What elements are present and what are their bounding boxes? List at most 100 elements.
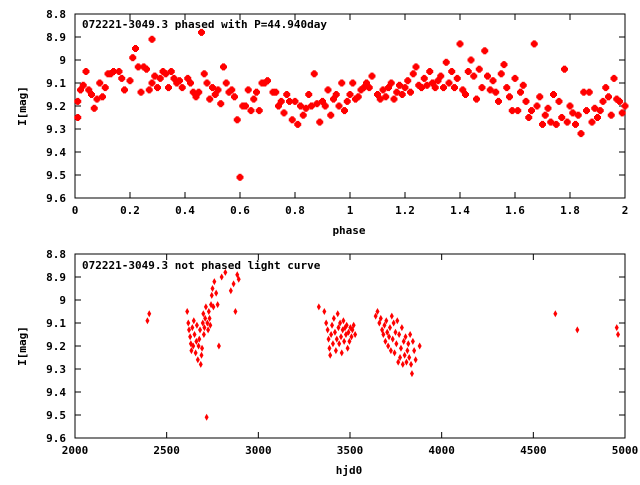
unphased-data-point — [408, 331, 413, 338]
phased-data-point — [404, 77, 412, 85]
unphased-data-point — [200, 319, 205, 327]
unphased-data-point — [375, 308, 380, 315]
phased-x-axis-label: phase — [332, 224, 365, 237]
unphased-data-point — [378, 314, 383, 322]
unphased-data-point — [331, 314, 336, 322]
phased-data-point — [398, 91, 406, 98]
unphased-data-point — [403, 333, 408, 341]
unphased-data-point — [391, 319, 396, 327]
phased-data-point — [137, 88, 145, 96]
phased-data-point — [283, 91, 291, 98]
unphased-x-tick-label: 5000 — [612, 444, 639, 457]
unphased-y-tick-label: 9.1 — [46, 317, 66, 330]
phased-x-tick-label: 1.4 — [450, 204, 470, 217]
unphased-data-point — [336, 324, 341, 332]
phased-data-point — [519, 81, 527, 89]
unphased-y-tick-label: 9 — [59, 294, 66, 307]
phased-data-point — [539, 120, 546, 128]
phased-data-point — [550, 91, 557, 98]
unphased-data-point — [345, 344, 350, 352]
unphased-data-point — [381, 331, 386, 338]
phased-data-point — [484, 72, 491, 80]
phased-data-point — [475, 65, 483, 73]
phased-data-point — [209, 84, 216, 92]
unphased-data-point — [199, 351, 204, 359]
phased-data-point — [247, 107, 255, 115]
phased-data-point — [261, 79, 269, 87]
phased-data-point — [74, 114, 82, 121]
phased-data-point — [126, 77, 134, 85]
unphased-data-point — [187, 326, 192, 334]
unphased-data-point — [407, 354, 412, 361]
phased-data-point — [242, 102, 249, 110]
unphased-data-point — [383, 337, 388, 345]
phased-data-point — [233, 116, 241, 124]
unphased-data-point — [223, 268, 228, 276]
unphased-data-point — [390, 335, 395, 343]
phased-data-point — [374, 91, 381, 98]
unphased-data-point — [198, 326, 203, 334]
phased-data-point — [90, 104, 98, 112]
phased-data-point — [217, 100, 225, 108]
phased-data-point — [415, 81, 423, 89]
phased-data-point — [187, 79, 194, 87]
phased-data-point — [154, 84, 161, 92]
unphased-data-point — [186, 319, 191, 327]
phased-data-point — [360, 84, 368, 92]
unphased-data-point — [203, 314, 208, 322]
phased-y-tick-label: 9.4 — [46, 146, 66, 159]
phased-data-point — [118, 74, 126, 82]
phased-data-point — [382, 93, 390, 101]
phased-data-point — [231, 93, 238, 101]
phased-data-point — [280, 109, 288, 117]
unphased-data-point — [206, 326, 211, 334]
phased-data-point — [489, 77, 497, 85]
unphased-data-point — [377, 319, 382, 327]
phased-data-point — [173, 79, 181, 87]
phased-data-point — [148, 35, 156, 43]
phased-data-point — [145, 86, 153, 94]
unphased-data-point — [398, 344, 403, 352]
phased-ticks: 0 0.2 0.4 0.6 0.8 1 1.2 1.4 1.6 1.8 2 8.8 8.9 9 9.1 9.2… — [46, 8, 628, 217]
unphased-data-point — [412, 347, 417, 355]
unphased-data-point — [195, 356, 200, 364]
unphased-data-point — [197, 335, 202, 343]
unphased-data-point — [402, 351, 407, 359]
phased-data-point — [574, 111, 582, 119]
phased-y-tick-label: 9.3 — [46, 123, 66, 136]
phased-data-point — [605, 93, 612, 101]
phased-data-point — [286, 97, 293, 105]
phased-data-point — [470, 72, 478, 80]
phased-data-point — [211, 91, 219, 98]
unphased-data-point — [409, 370, 414, 378]
unphased-y-tick-label: 9.2 — [46, 340, 66, 353]
unphased-data-point — [214, 289, 219, 297]
phased-data-point — [591, 104, 599, 112]
unphased-data-point — [193, 349, 198, 357]
phased-data-point — [167, 68, 175, 75]
phased-data-point — [214, 86, 222, 94]
phased-chart: 0 0.2 0.4 0.6 0.8 1 1.2 1.4 1.6 1.8 2 8.8 8.9 9 9.1 9.2… — [16, 8, 629, 237]
unphased-y-axis-label: I[mag] — [16, 326, 29, 366]
phased-y-tick-label: 9.5 — [46, 169, 66, 182]
phased-data-point — [616, 97, 623, 105]
unphased-data-point — [399, 324, 404, 332]
phased-data-point — [143, 65, 150, 73]
phased-data-point — [332, 91, 340, 98]
phased-data-point — [508, 107, 516, 115]
phased-data-point — [93, 95, 101, 103]
phased-data-point — [151, 72, 159, 80]
phased-data-point — [412, 63, 420, 71]
phased-data-point — [159, 68, 167, 75]
phased-data-point — [134, 63, 142, 71]
phased-data-point — [250, 95, 258, 103]
phased-data-point — [220, 63, 227, 71]
unphased-data-point — [200, 344, 205, 352]
phased-data-point — [82, 68, 90, 75]
unphased-data-point — [333, 347, 338, 355]
phased-chart-title: 072221-3049.3 phased with P=44.940day — [82, 18, 327, 31]
unphased-ticks: 2000 2500 3000 3500 4000 4500 5000 8.8 8.9 9 9.1 9.… — [46, 248, 638, 457]
phased-data-point — [129, 54, 137, 62]
unphased-x-tick-label: 3000 — [245, 444, 272, 457]
unphased-x-tick-label: 3500 — [337, 444, 364, 457]
